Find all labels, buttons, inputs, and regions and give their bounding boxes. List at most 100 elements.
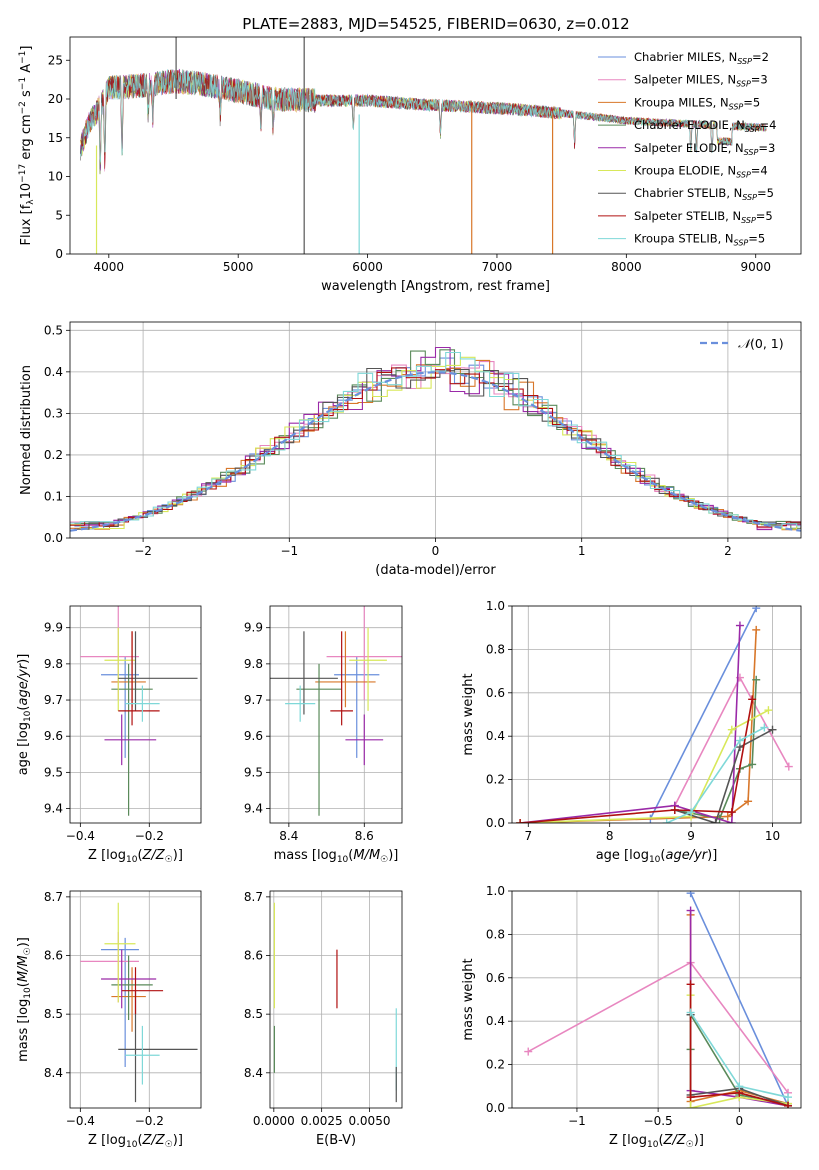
weight-marker: [686, 891, 695, 898]
weight-marker: [723, 812, 732, 821]
age_vs_weight-plot-area: [516, 606, 793, 823]
x-axis-label-part: (data-model)/error: [375, 563, 496, 578]
weight-marker: [735, 1082, 744, 1091]
axes-frame: [269, 890, 403, 1109]
mass_vs_age-plot-area: [270, 606, 402, 816]
weight-marker: [768, 725, 777, 734]
y-tick-label: 0.4: [486, 1014, 505, 1028]
y-axis-label-part: −1: [18, 51, 28, 64]
y-tick-label: 0.3: [44, 406, 63, 420]
y-tick-label: 0.4: [486, 729, 505, 743]
legend-entry: Chabrier MILES, NSSP=2: [634, 50, 769, 66]
y-tick-label: 9.5: [244, 765, 263, 779]
y-axis-label-part: −17: [18, 164, 28, 183]
x-axis-label-part: (: [137, 848, 142, 863]
legend-suffix: =4: [751, 164, 768, 178]
z_vs_mass-panel: −0.4 −0.28.48.58.68.7Z [log10(Z/Z☉)]mass …: [16, 890, 202, 1150]
y-axis-label-part: s: [19, 90, 34, 101]
x-axis-label-part: (: [137, 1133, 142, 1148]
y-tick-label: 0.5: [44, 323, 63, 337]
z_vs_age-plot-area: [80, 606, 198, 816]
y-tick-label: 15: [48, 131, 63, 145]
y-axis-label: mass weight: [461, 958, 476, 1040]
weight-marker: [735, 736, 744, 745]
x-tick-label: 7000: [482, 260, 513, 274]
y-tick-label: 1.0: [486, 884, 505, 898]
legend-subscript: SSP: [744, 148, 759, 157]
z_vs_weight-panel: −1 −0.5 0 0.0 0.2 0.4 0.6 0.8 1.0 Z [log10(Z/Z☉)]…: [461, 884, 802, 1150]
weight-marker: [516, 819, 525, 823]
y-tick-label: 0.2: [486, 773, 505, 787]
x-axis-label-part: (: [348, 848, 353, 863]
x-axis-label: Z [log10(Z/Z☉)]: [609, 1133, 704, 1150]
y-tick-label: 9.6: [244, 729, 263, 743]
spectrum-plot-area: [80, 37, 767, 254]
y-tick-label: 0.0: [486, 816, 505, 830]
y-tick-label: 5: [55, 208, 63, 222]
y-axis-label-part: ☉: [23, 947, 33, 955]
weight-marker: [670, 805, 679, 814]
y-tick-label: 0: [55, 247, 63, 261]
weight-marker: [760, 723, 769, 732]
x-axis-label-part: 10: [337, 855, 349, 865]
x-tick-label: 8000: [611, 260, 642, 274]
x-tick-label: −1: [280, 544, 298, 558]
x-axis-label-part: age/yr: [665, 848, 708, 863]
weight-marker: [727, 819, 736, 823]
axes-frame: [69, 321, 802, 539]
y-tick-label: 8.7: [44, 890, 63, 904]
x-tick-label: 0.0000: [253, 1114, 295, 1128]
spectrum-line: [80, 69, 767, 163]
legend-suffix: =5: [756, 209, 773, 223]
legend-text: Chabrier STELIB, N: [634, 186, 742, 200]
weight-marker: [752, 606, 761, 613]
y-axis-label: mass weight: [461, 673, 476, 755]
x-axis-label-part: Z [log: [609, 1133, 647, 1148]
weight-marker: [686, 1104, 695, 1108]
y-axis-label-part: (: [16, 982, 31, 987]
x-tick-label: −2: [134, 544, 152, 558]
figure-title: PLATE=2883, MJD=54525, FIBERID=0630, z=0…: [242, 15, 629, 33]
y-tick-label: 9.8: [44, 657, 63, 671]
x-axis-label-part: Z/Z: [142, 848, 166, 863]
y-tick-label: 0.6: [486, 686, 505, 700]
y-axis-label: Flux [fλ10−17 erg cm−2 s−1 A−1]: [18, 46, 36, 246]
legend-subscript: SSP: [737, 57, 752, 66]
x-axis-label-part: Z [log: [88, 848, 126, 863]
axes-frame: [511, 605, 802, 824]
y-axis-label-part: age [log: [16, 722, 31, 775]
x-axis-label: mass [log10(M/M☉)]: [274, 848, 399, 865]
x-axis-label-part: )]: [707, 848, 717, 863]
spectrum-panel: 4000 5000 6000 7000 8000 9000 0 5 10 15 20 25 wavele…: [18, 36, 802, 294]
x-axis-label-part: 10: [647, 1140, 659, 1150]
x-axis-label-part: mass [log: [274, 848, 337, 863]
x-axis-label-part: )]: [173, 848, 183, 863]
y-tick-label: 8.5: [244, 1007, 263, 1021]
x-tick-label: 9: [687, 829, 695, 843]
x-tick-label: 8: [606, 829, 614, 843]
weight-line: [520, 699, 753, 823]
y-tick-label: 9.8: [244, 657, 263, 671]
y-tick-label: 8.7: [244, 890, 263, 904]
ebv_vs_mass-panel: 0.0000 0.0025 0.0050 8.4 8.5 8.6 8.7 E(B-V): [244, 890, 403, 1148]
x-axis-label: (data-model)/error: [375, 563, 496, 578]
y-tick-label: 0.4: [44, 365, 63, 379]
x-axis-label-part: M/M: [353, 848, 380, 863]
y-axis-label-part: erg cm: [19, 114, 34, 163]
x-axis-label-part: ☉: [686, 1140, 694, 1150]
legend-text: Salpeter STELIB, N: [634, 209, 741, 223]
x-axis-label: E(B-V): [316, 1133, 356, 1148]
y-tick-label: 8.4: [244, 1066, 263, 1080]
y-tick-label: 0.6: [486, 971, 505, 985]
legend-text: Kroupa MILES, N: [634, 95, 729, 109]
x-axis-label-part: Z/Z: [663, 1133, 687, 1148]
weight-marker: [727, 725, 736, 734]
weight-marker: [711, 819, 720, 823]
ebv_vs_mass-plot-area: [273, 902, 397, 1103]
y-tick-label: 8.5: [44, 1007, 63, 1021]
normal-curve: [70, 371, 801, 532]
weight-marker: [784, 762, 793, 771]
weight-marker: [524, 1047, 533, 1056]
y-axis-label-part: Flux [f: [19, 204, 34, 245]
